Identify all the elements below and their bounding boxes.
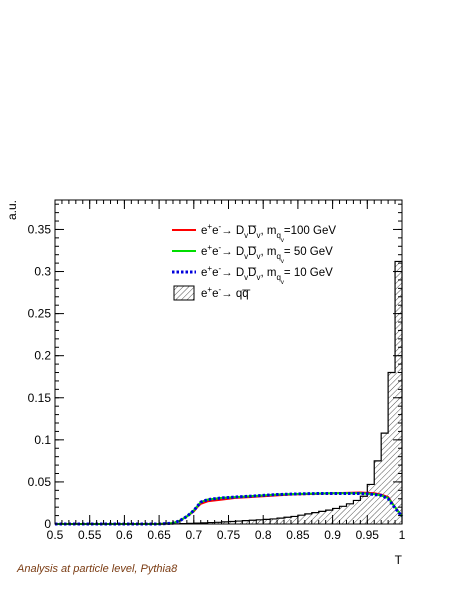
histogram-bin (360, 496, 368, 524)
histogram-bin (228, 521, 236, 524)
x-tick-label: 0.75 (217, 528, 241, 542)
histogram-bin (388, 372, 396, 524)
y-tick-label: 0.35 (28, 222, 52, 236)
y-tick-labels: 0 0.05 0.1 0.15 0.2 0.25 0.3 0.35 (28, 222, 52, 531)
x-tick-label: 0.55 (78, 528, 102, 542)
y-tick-label: 0.25 (28, 307, 52, 321)
legend-label-2: e+e-→ DvDv, mqv= 50 GeV (201, 243, 333, 265)
x-tick-label: 0.85 (286, 528, 310, 542)
y-axis-label: a.u. (5, 200, 19, 220)
histogram-bin (332, 508, 340, 524)
legend-swatch-histogram (173, 285, 195, 301)
y-tick-label: 0 (44, 517, 51, 531)
histogram-bin (221, 521, 229, 524)
x-tick-label: 0.65 (147, 528, 171, 542)
signal-curves (55, 491, 404, 526)
histogram-bin (311, 512, 319, 524)
histogram-bin (270, 518, 278, 524)
series-line-3 (55, 491, 404, 526)
histogram-bin (339, 506, 347, 524)
background-histogram (55, 260, 403, 525)
y-tick-label: 0.2 (34, 349, 51, 363)
x-tick-label: 0.9 (324, 528, 341, 542)
histogram-bin (284, 517, 291, 524)
histogram-bin (277, 518, 285, 524)
histogram-bin (353, 500, 361, 524)
histogram-bin (346, 503, 354, 524)
histogram-bin (207, 522, 215, 524)
histogram-bin (256, 519, 264, 524)
y-tick-label: 0.3 (34, 265, 51, 279)
x-tick-label: 1 (399, 528, 406, 542)
x-tick-label: 0.7 (185, 528, 202, 542)
histogram-bin (304, 513, 312, 524)
histogram-bin (325, 510, 333, 524)
histogram-bin (242, 520, 250, 524)
x-tick-label: 0.5 (47, 528, 64, 542)
x-tick-label: 0.95 (356, 528, 380, 542)
legend-label-3: e+e-→ DvDv, mqv= 10 GeV (201, 264, 333, 286)
x-axis-label: T (395, 553, 403, 567)
histogram-bin (318, 511, 326, 524)
histogram-bin (374, 460, 382, 524)
histogram-bin (263, 519, 271, 524)
histogram-bin (381, 433, 389, 524)
histogram-outline (55, 260, 403, 525)
histogram-bin (214, 522, 222, 524)
legend-label-histogram: e+e-→ qq (201, 285, 249, 300)
histogram-bin (367, 484, 375, 524)
x-tick-label: 0.6 (116, 528, 133, 542)
legend-label-1: e+e-→ DvDv, mqv=100 GeV (201, 222, 336, 244)
x-tick-labels: 0.5 0.55 0.6 0.65 0.7 0.75 0.8 0.85 0.9 0.95 1 (47, 528, 406, 542)
x-tick-label: 0.8 (255, 528, 272, 542)
histogram-bin (249, 520, 257, 524)
y-tick-label: 0.1 (34, 433, 51, 447)
histogram-bin (235, 521, 243, 524)
histogram-bin (395, 261, 402, 524)
analysis-caption: Analysis at particle level, Pythia8 (17, 563, 178, 575)
histogram-bin (297, 515, 305, 524)
y-tick-label: 0.15 (28, 391, 52, 405)
axis-ticks (54, 200, 403, 525)
y-tick-label: 0.05 (28, 475, 52, 489)
histogram-bin (290, 516, 298, 524)
